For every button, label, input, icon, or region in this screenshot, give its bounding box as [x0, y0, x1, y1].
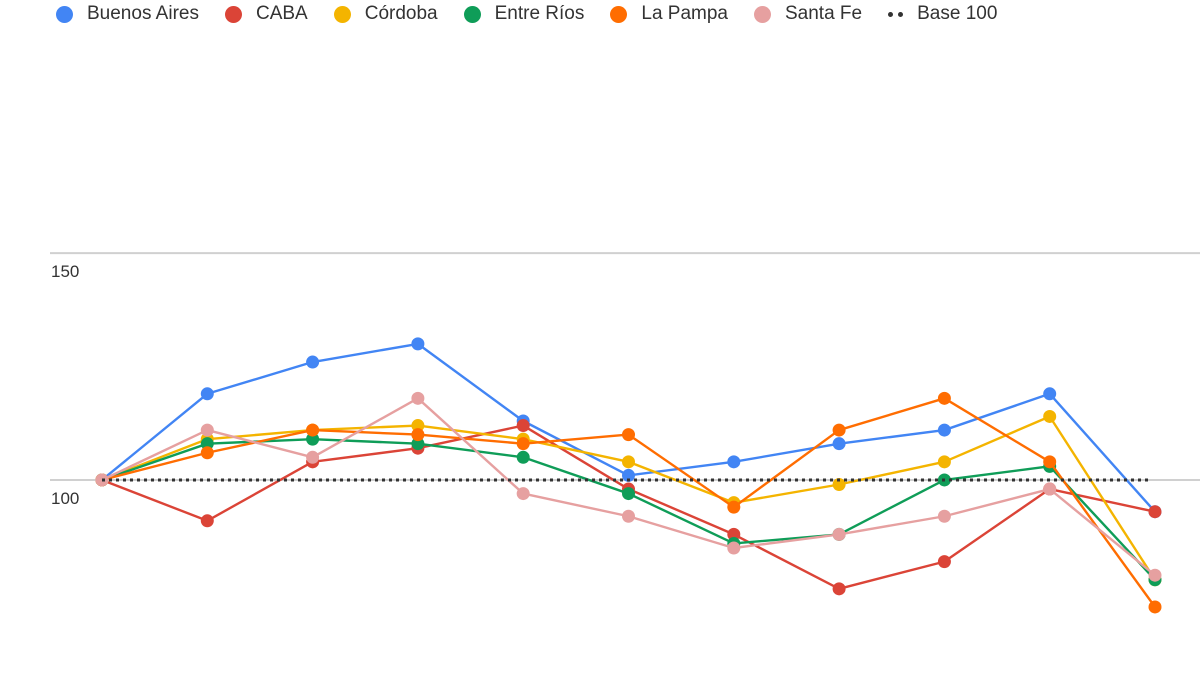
legend-marker-icon [754, 5, 771, 23]
legend-label: Santa Fe [785, 3, 863, 24]
series-santa-fe [95, 391, 1162, 582]
data-point-santa-fe-9[interactable] [1043, 482, 1057, 496]
data-point-caba-8[interactable] [937, 555, 951, 569]
data-point-santa-fe-8[interactable] [937, 509, 951, 523]
data-point-la-pampa-8[interactable] [937, 391, 951, 405]
data-point-la-pampa-6[interactable] [727, 500, 741, 514]
legend-item-cordoba[interactable]: Córdoba [333, 3, 438, 25]
legend-label: Base 100 [917, 3, 998, 24]
data-point-caba-1[interactable] [200, 514, 214, 528]
data-point-santa-fe-6[interactable] [727, 541, 741, 555]
data-point-entre-rios-2[interactable] [306, 432, 320, 446]
data-point-caba-10[interactable] [1148, 505, 1162, 519]
legend-label: Buenos Aires [87, 3, 199, 24]
data-point-entre-rios-1[interactable] [200, 437, 214, 451]
data-point-santa-fe-5[interactable] [622, 509, 635, 523]
data-point-santa-fe-2[interactable] [306, 450, 320, 464]
data-point-la-pampa-10[interactable] [1148, 600, 1162, 614]
data-point-santa-fe-7[interactable] [832, 527, 846, 541]
data-point-buenos-aires-6[interactable] [727, 455, 741, 469]
legend-label: La Pampa [641, 3, 728, 24]
legend-item-santa-fe[interactable]: Santa Fe [754, 3, 862, 25]
data-point-entre-rios-5[interactable] [622, 487, 635, 501]
legend-marker-icon [610, 5, 628, 23]
series-buenos-aires [95, 337, 1162, 519]
data-point-la-pampa-1[interactable] [200, 446, 214, 460]
data-point-cordoba-8[interactable] [937, 455, 951, 469]
data-point-santa-fe-3[interactable] [411, 391, 425, 405]
data-point-entre-rios-4[interactable] [516, 450, 530, 464]
data-point-la-pampa-7[interactable] [832, 423, 846, 437]
data-point-buenos-aires-2[interactable] [306, 355, 320, 369]
legend-marker-icon [463, 5, 481, 23]
data-point-buenos-aires-1[interactable] [200, 387, 214, 401]
data-point-buenos-aires-7[interactable] [832, 437, 846, 451]
legend-marker-icon [333, 5, 351, 23]
data-point-cordoba-9[interactable] [1043, 409, 1057, 423]
data-point-santa-fe-4[interactable] [516, 487, 530, 501]
data-point-cordoba-3[interactable] [411, 419, 425, 433]
data-point-caba-4[interactable] [516, 419, 530, 433]
y-tick-label-100: 100 [51, 489, 79, 508]
legend-item-base-100[interactable]: Base 100 [888, 3, 997, 25]
data-point-caba-6[interactable] [727, 527, 741, 541]
data-point-cordoba-5[interactable] [622, 455, 635, 469]
data-point-la-pampa-5[interactable] [622, 428, 635, 442]
legend-marker-icon [56, 5, 73, 23]
data-point-santa-fe-1[interactable] [200, 423, 214, 437]
data-point-la-pampa-9[interactable] [1043, 455, 1057, 469]
legend-item-entre-rios[interactable]: Entre Ríos [463, 3, 585, 25]
dotted-line-icon [888, 11, 904, 17]
legend-item-caba[interactable]: CABA [224, 3, 308, 25]
series-line-caba [101, 424, 1156, 591]
y-tick-label-150: 150 [51, 262, 79, 281]
data-point-la-pampa-2[interactable] [306, 423, 320, 437]
data-point-santa-fe-10[interactable] [1148, 568, 1162, 582]
data-point-la-pampa-4[interactable] [516, 437, 530, 451]
data-point-buenos-aires-5[interactable] [622, 468, 635, 482]
legend-label: CABA [255, 3, 308, 24]
data-point-entre-rios-3[interactable] [411, 437, 425, 451]
chart-legend: Buenos Aires CABA Córdoba Entre Ríos La Pamp… [56, 0, 1023, 28]
series-caba [95, 419, 1162, 596]
data-point-caba-7[interactable] [832, 582, 846, 596]
legend-marker-icon [224, 5, 242, 23]
legend-label: Entre Ríos [494, 3, 585, 24]
data-point-la-pampa-3[interactable] [411, 428, 425, 442]
legend-label: Córdoba [364, 3, 438, 24]
data-point-buenos-aires-8[interactable] [937, 423, 951, 437]
data-point-cordoba-7[interactable] [832, 478, 846, 491]
legend-item-la-pampa[interactable]: La Pampa [610, 3, 728, 25]
legend-item-buenos-aires[interactable]: Buenos Aires [56, 3, 199, 25]
data-point-buenos-aires-3[interactable] [411, 337, 425, 351]
data-point-buenos-aires-9[interactable] [1043, 387, 1057, 401]
